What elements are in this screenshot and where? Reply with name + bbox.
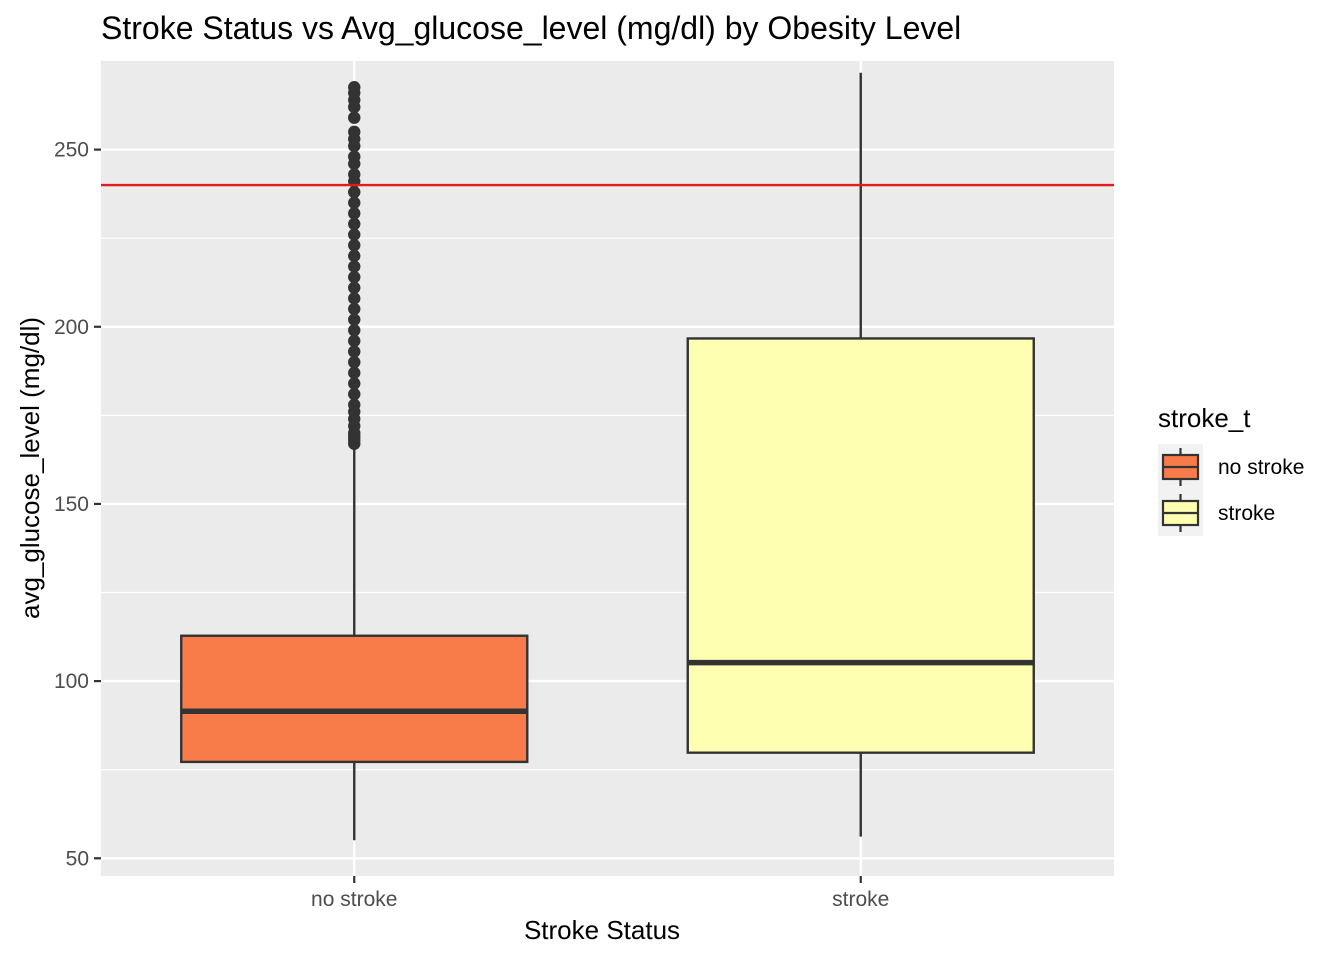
legend-key-no-stroke: no stroke	[1158, 444, 1304, 490]
y-tick-label: 250	[54, 139, 89, 162]
y-tick-label: 200	[54, 316, 89, 339]
x-tick-label: stroke	[832, 888, 889, 911]
outlier-point	[348, 217, 361, 231]
legend-keys: no stroke stroke	[1158, 444, 1304, 536]
outlier-point	[348, 249, 361, 263]
y-tick-label: 150	[54, 493, 89, 516]
legend: stroke_t no stroke stroke	[1158, 403, 1304, 536]
outlier-point	[348, 302, 361, 316]
x-axis-title: Stroke Status	[524, 915, 680, 945]
outlier-point	[348, 281, 361, 294]
legend-label: stroke	[1218, 502, 1275, 525]
outlier-point	[348, 270, 361, 284]
y-axis-ticks: 50 100 150 200 250	[54, 139, 101, 870]
box-no-stroke	[180, 81, 529, 841]
outlier-point	[348, 207, 361, 220]
outlier-point	[348, 377, 361, 390]
outlier-point	[348, 324, 361, 337]
box-stroke	[686, 72, 1035, 837]
y-axis-title: avg_glucose_level (mg/dl)	[15, 317, 45, 619]
outlier-point	[348, 150, 361, 163]
outlier-point	[348, 398, 361, 411]
outlier-point	[348, 196, 361, 209]
outlier-point	[348, 334, 361, 348]
outlier-point	[348, 345, 361, 358]
outlier-point	[348, 292, 361, 305]
x-axis-ticks: no stroke stroke	[311, 876, 889, 911]
outlier-point	[348, 81, 361, 94]
y-tick-label: 50	[66, 847, 89, 870]
box-series	[180, 72, 1035, 841]
box-iqr	[686, 337, 1035, 754]
legend-label: no stroke	[1218, 456, 1304, 479]
outlier-point	[348, 168, 361, 181]
outlier-point	[348, 260, 361, 273]
outlier-point	[348, 239, 361, 252]
outlier-point	[348, 185, 361, 199]
box-iqr	[180, 634, 529, 764]
outlier-point	[348, 355, 361, 369]
outlier-point	[348, 228, 361, 241]
outlier-point	[348, 366, 361, 380]
legend-key-stroke: stroke	[1158, 490, 1275, 536]
outlier-point	[348, 313, 361, 326]
outlier-point	[348, 125, 361, 139]
x-tick-label: no stroke	[311, 888, 397, 911]
y-tick-label: 100	[54, 670, 89, 693]
legend-title: stroke_t	[1158, 403, 1251, 433]
outlier-point	[348, 111, 361, 124]
outlier-point	[348, 387, 361, 401]
chart-title: Stroke Status vs Avg_glucose_level (mg/d…	[101, 10, 961, 46]
